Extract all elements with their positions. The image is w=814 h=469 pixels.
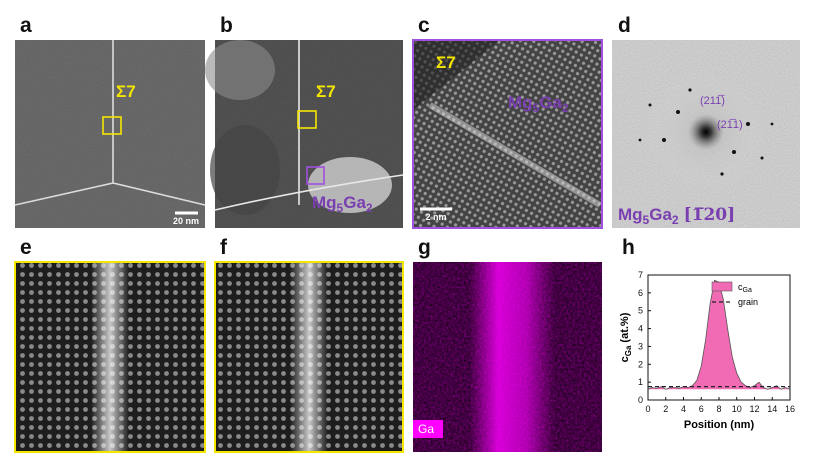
t: Mg bbox=[508, 93, 533, 112]
boundary bbox=[214, 40, 404, 211]
grain bbox=[210, 125, 280, 215]
panel-g: Ga g bbox=[413, 236, 602, 452]
y-tick-label: 4 bbox=[638, 324, 643, 334]
x-tick-label: 12 bbox=[749, 404, 759, 414]
roi-box bbox=[306, 166, 325, 185]
boundary bbox=[428, 102, 602, 208]
plot-frame bbox=[647, 274, 791, 401]
scale-text: 2 nm bbox=[425, 212, 446, 222]
element-box bbox=[413, 420, 443, 438]
roi-box bbox=[297, 110, 317, 129]
x-tick-label: 16 bbox=[785, 404, 795, 414]
frame bbox=[214, 261, 404, 453]
panel-b: Σ7 Mg5Ga2 b bbox=[205, 14, 404, 228]
t: Mg bbox=[618, 205, 643, 224]
t: 5 bbox=[533, 101, 540, 115]
panel-label: h bbox=[622, 236, 635, 259]
y-axis-label: cGa (at.%) bbox=[619, 312, 633, 362]
y-tick-label: 6 bbox=[638, 288, 643, 298]
panel-c: 2 nm Σ7 Mg5Ga2 c bbox=[412, 14, 603, 229]
y-tick-label: 5 bbox=[638, 306, 643, 316]
spot-label: (21̅1) bbox=[717, 119, 743, 131]
x-tick-label: 14 bbox=[767, 404, 777, 414]
x-axis-label: Position (nm) bbox=[684, 419, 755, 431]
t: 5 bbox=[337, 201, 344, 215]
ga-band bbox=[413, 262, 602, 452]
legend-swatch bbox=[711, 281, 733, 292]
t: Ga bbox=[343, 193, 366, 212]
t: Mg bbox=[312, 193, 337, 212]
y-tick-label: 1 bbox=[638, 377, 643, 387]
t: 5 bbox=[643, 213, 650, 227]
t: 2 bbox=[672, 213, 679, 227]
t: 2 bbox=[366, 201, 373, 215]
legend-label: cGa bbox=[738, 282, 752, 294]
legend-label: grain bbox=[738, 297, 758, 307]
panel-label: e bbox=[20, 236, 32, 259]
t: 2 bbox=[562, 101, 569, 115]
grain bbox=[205, 40, 275, 100]
annotation: Σ7 bbox=[316, 82, 336, 101]
panel-f: f bbox=[214, 236, 404, 453]
t: (at.%) bbox=[619, 312, 631, 342]
t: c bbox=[738, 282, 743, 292]
x-tick-label: 4 bbox=[681, 404, 686, 414]
boundary bbox=[215, 262, 403, 452]
panel-label: b bbox=[220, 14, 233, 37]
y-tick-label: 2 bbox=[638, 359, 643, 369]
panel-h: h bbox=[622, 236, 635, 259]
boundary bbox=[14, 40, 206, 206]
area bbox=[647, 279, 791, 390]
frame bbox=[412, 39, 603, 229]
t: Ga bbox=[624, 345, 633, 356]
panel-label: c bbox=[418, 14, 430, 37]
grain bbox=[413, 40, 500, 110]
y-tick-label: 3 bbox=[638, 341, 643, 351]
t: [1̅20] bbox=[684, 205, 736, 225]
panel-label: d bbox=[618, 14, 631, 37]
phase-label: Mg5Ga2 bbox=[508, 93, 569, 115]
spots bbox=[638, 88, 774, 176]
panel-d: (211̅) (21̅1) Mg5Ga2 [1̅20] d bbox=[612, 14, 800, 228]
y-tick-label: 0 bbox=[638, 395, 643, 405]
phase-label: Mg5Ga2 [1̅20] bbox=[618, 205, 735, 227]
element-label: Ga bbox=[418, 422, 434, 436]
panel-e: e bbox=[14, 236, 206, 453]
t: Ga bbox=[539, 93, 562, 112]
annotation: Σ7 bbox=[436, 53, 456, 72]
x-tick-label: 2 bbox=[663, 404, 668, 414]
x-tick-label: 10 bbox=[732, 404, 742, 414]
center-spot bbox=[646, 72, 766, 192]
panel-label: a bbox=[20, 14, 32, 37]
panel-a: 20 nm Σ7 a bbox=[14, 14, 206, 228]
scale-text: 20 nm bbox=[173, 216, 199, 226]
panel-label: g bbox=[418, 236, 431, 259]
panel-label: f bbox=[220, 236, 228, 259]
x-tick-label: 8 bbox=[716, 404, 721, 414]
boundary bbox=[15, 262, 205, 452]
roi-box bbox=[102, 116, 122, 135]
y-tick-label: 7 bbox=[638, 270, 643, 280]
x-tick-label: 6 bbox=[699, 404, 704, 414]
frame bbox=[14, 261, 206, 453]
spot-label: (211̅) bbox=[700, 95, 725, 107]
x-tick-label: 0 bbox=[645, 404, 650, 414]
precipitate bbox=[308, 157, 392, 213]
phase-label: Mg5Ga2 bbox=[312, 193, 373, 215]
t: c bbox=[619, 356, 631, 362]
t: Ga bbox=[649, 205, 672, 224]
t: Ga bbox=[743, 287, 752, 294]
annotation: Σ7 bbox=[116, 82, 136, 101]
